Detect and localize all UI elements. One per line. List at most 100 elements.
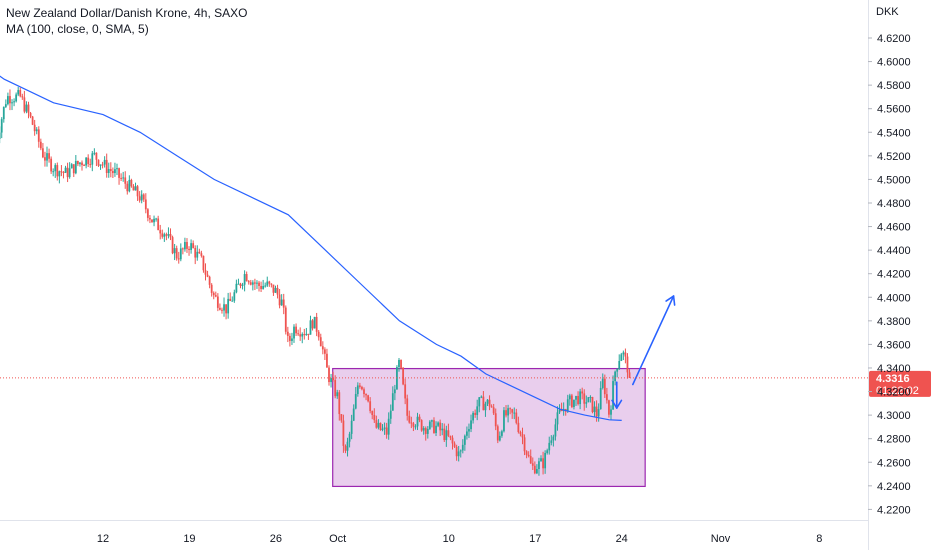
x-tick-label: 24 (616, 533, 628, 545)
candle-body (437, 422, 439, 426)
candle-body (496, 426, 499, 441)
candle-body (566, 399, 569, 412)
candle-body (21, 96, 24, 98)
candle-body (391, 393, 394, 411)
candle-body (142, 194, 145, 200)
candle-body (614, 371, 617, 382)
candle-body (597, 409, 600, 417)
ma-line (0, 75, 622, 421)
projection-arrows[interactable] (611, 295, 676, 409)
candle-body (179, 248, 182, 260)
candle-body (601, 378, 604, 388)
candle-body (114, 169, 116, 174)
candle-body (389, 410, 392, 419)
candle-body (9, 96, 11, 104)
candle-body (140, 194, 143, 201)
countdown-value: 01:22:02 (876, 385, 919, 397)
y-tick-label: 4.3000 (877, 410, 911, 422)
symbol-title[interactable]: New Zealand Dollar/Danish Krone, 4h, SAX… (6, 6, 248, 20)
candle-body (288, 335, 291, 341)
candle-body (27, 104, 30, 113)
candle-body (385, 427, 388, 435)
candle-body (161, 233, 164, 237)
candle-body (107, 169, 110, 174)
candle-body (212, 292, 215, 296)
candle-body (120, 177, 123, 179)
candle-body (410, 422, 413, 424)
candle-body (206, 274, 209, 277)
candle-body (531, 463, 534, 466)
candle-body (116, 168, 118, 170)
candle-body (31, 116, 34, 125)
candle-body (326, 353, 328, 368)
y-tick-label: 4.5200 (877, 151, 911, 163)
x-tick-label: Nov (711, 533, 731, 545)
candle-body (428, 421, 431, 429)
candle-body (196, 251, 199, 258)
candle-body (400, 360, 402, 368)
candle-body (540, 458, 542, 462)
down-arrow-head[interactable] (615, 399, 623, 409)
candle-body (334, 380, 337, 397)
candle-body (503, 410, 505, 432)
up-arrow-shaft[interactable] (632, 295, 675, 386)
candle-body (105, 159, 108, 174)
candle-body (550, 440, 553, 443)
candle-body (468, 429, 470, 432)
candle-body (93, 152, 96, 154)
candle-body (233, 292, 236, 301)
candle-body (175, 248, 178, 259)
y-tick-label: 4.5000 (877, 174, 911, 186)
candle-body (66, 167, 69, 178)
candle-body (348, 433, 351, 442)
up-arrow-head[interactable] (665, 295, 675, 302)
candle-body (297, 333, 300, 335)
candle-body (521, 434, 524, 438)
candle-body (210, 284, 213, 293)
candle-body (527, 454, 530, 457)
candle-body (447, 430, 450, 436)
candle-body (577, 395, 579, 405)
indicator-label[interactable]: MA (100, close, 0, SMA, 5) (6, 22, 149, 36)
candle-body (332, 378, 335, 381)
candle-body (87, 157, 90, 165)
candle-body (89, 164, 92, 166)
candle-body (46, 153, 48, 161)
candle-body (599, 387, 602, 410)
candle-body (603, 378, 606, 395)
candle-body (52, 171, 55, 173)
candle-body (319, 337, 322, 347)
candle-body (19, 90, 22, 97)
y-tick-label: 4.3800 (877, 316, 911, 328)
candle-body (4, 104, 7, 107)
candle-body (2, 106, 5, 120)
candle-body (554, 424, 557, 437)
y-tick-label: 4.2200 (877, 504, 911, 516)
candle-body (293, 326, 295, 339)
candle-body (72, 164, 75, 174)
candle-body (439, 422, 442, 431)
axes: DKK 4.2200 4.2400 4.2600 4.2800 4.3000 4.3200 4… (0, 0, 911, 550)
candle-body (99, 164, 102, 166)
candle-body (402, 367, 405, 385)
candle-body (548, 442, 551, 451)
candle-body (41, 148, 44, 158)
candle-body (260, 285, 262, 289)
candle-body (268, 281, 271, 284)
candle-body (511, 409, 514, 413)
up-arrow-head[interactable] (672, 295, 676, 306)
candle-body (610, 409, 612, 415)
candle-body (44, 157, 46, 161)
candle-body (184, 242, 186, 250)
candle-body (35, 129, 38, 132)
candle-body (163, 234, 166, 237)
candle-body (200, 253, 203, 256)
down-arrow-head[interactable] (611, 399, 618, 409)
candle-body (23, 97, 26, 112)
candle-body (513, 412, 516, 414)
candle-body (130, 179, 133, 187)
candle-body (587, 397, 590, 403)
candle-body (342, 420, 345, 446)
